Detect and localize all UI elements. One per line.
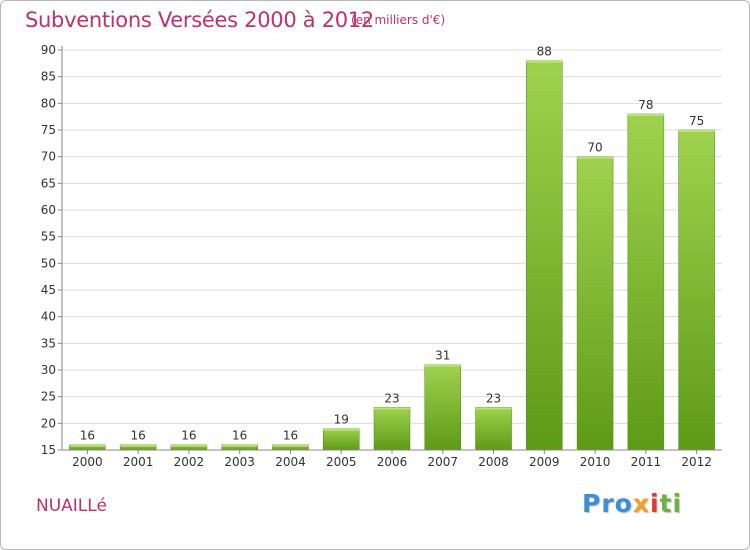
x-tick-label: 2001 bbox=[123, 455, 154, 469]
x-tick-label: 2011 bbox=[631, 455, 662, 469]
y-tick-label: 70 bbox=[41, 150, 56, 164]
data-label: 16 bbox=[232, 429, 247, 443]
y-tick-label: 85 bbox=[41, 70, 56, 84]
y-tick-label: 80 bbox=[41, 96, 56, 110]
x-tick-label: 2002 bbox=[174, 455, 205, 469]
bar bbox=[424, 364, 462, 451]
y-tick-label: 25 bbox=[41, 390, 56, 404]
data-labels: 16 16 16 16 16 19 23 31 23 88 70 78 75 bbox=[80, 45, 705, 443]
y-tick-label: 40 bbox=[41, 310, 56, 324]
bar-highlight bbox=[627, 114, 664, 116]
x-tick-label: 2003 bbox=[224, 455, 255, 469]
bar bbox=[373, 407, 411, 451]
data-label: 88 bbox=[537, 45, 552, 59]
chart-title: Subventions Versées 2000 à 2012 bbox=[25, 8, 374, 32]
bar-highlight bbox=[678, 130, 715, 132]
bar-highlight bbox=[577, 156, 614, 159]
x-tick-label: 2009 bbox=[529, 455, 560, 469]
proxiti-logo: Proxiti bbox=[582, 489, 683, 518]
bar-highlight bbox=[69, 444, 106, 447]
bar-highlight bbox=[526, 60, 563, 63]
bars bbox=[69, 60, 715, 451]
y-tick-label: 45 bbox=[41, 283, 56, 297]
x-tick-label: 2006 bbox=[377, 455, 408, 469]
data-label: 19 bbox=[334, 413, 349, 427]
y-tick-label: 65 bbox=[41, 176, 56, 190]
place-name: NUAILLé bbox=[36, 496, 107, 516]
bar bbox=[576, 156, 614, 451]
bar bbox=[526, 60, 563, 451]
y-tick-label: 50 bbox=[41, 256, 56, 270]
bar bbox=[475, 407, 512, 451]
y-tick-label: 55 bbox=[41, 230, 56, 244]
data-label: 16 bbox=[283, 429, 298, 443]
bar bbox=[678, 129, 715, 451]
x-tick-label: 2004 bbox=[275, 455, 306, 469]
y-tick-label: 75 bbox=[41, 123, 56, 137]
data-label: 75 bbox=[689, 114, 704, 128]
data-label: 31 bbox=[435, 349, 450, 363]
bar-highlight bbox=[170, 444, 207, 447]
axes bbox=[61, 46, 722, 451]
x-axis-ticks: 2000 2001 2002 2003 2004 2005 2006 2007 2008 2009… bbox=[72, 450, 712, 469]
x-tick-label: 2000 bbox=[72, 455, 103, 469]
y-tick-label: 35 bbox=[41, 336, 56, 350]
y-tick-label: 90 bbox=[41, 43, 56, 57]
bar bbox=[627, 113, 665, 451]
y-tick-label: 30 bbox=[41, 363, 56, 377]
bar-highlight bbox=[221, 444, 258, 447]
bar-highlight bbox=[424, 364, 461, 367]
x-tick-label: 2010 bbox=[580, 455, 611, 469]
bar-highlight bbox=[272, 444, 309, 447]
bar-highlight bbox=[475, 407, 512, 410]
data-label: 78 bbox=[638, 98, 653, 112]
chart-subtitle: (en milliers d'€) bbox=[351, 13, 446, 27]
bar-highlight bbox=[323, 428, 360, 431]
grid-lines bbox=[62, 49, 722, 424]
y-tick-label: 60 bbox=[41, 203, 56, 217]
y-tick-label: 20 bbox=[41, 416, 56, 430]
bar-highlight bbox=[120, 444, 157, 447]
y-tick-label: 15 bbox=[41, 443, 56, 457]
bar-highlight bbox=[374, 407, 410, 410]
x-tick-label: 2008 bbox=[478, 455, 509, 469]
bar bbox=[322, 428, 360, 451]
data-label: 70 bbox=[587, 141, 602, 155]
x-tick-label: 2005 bbox=[326, 455, 357, 469]
data-label: 23 bbox=[384, 391, 399, 405]
data-label: 23 bbox=[486, 391, 501, 405]
y-axis-ticks: 15 20 25 30 35 40 45 50 55 60 65 70 75 80 85 90 bbox=[41, 43, 62, 457]
data-label: 16 bbox=[80, 429, 95, 443]
data-label: 16 bbox=[131, 429, 146, 443]
x-tick-label: 2012 bbox=[681, 455, 712, 469]
data-label: 16 bbox=[181, 429, 196, 443]
x-tick-label: 2007 bbox=[427, 455, 458, 469]
